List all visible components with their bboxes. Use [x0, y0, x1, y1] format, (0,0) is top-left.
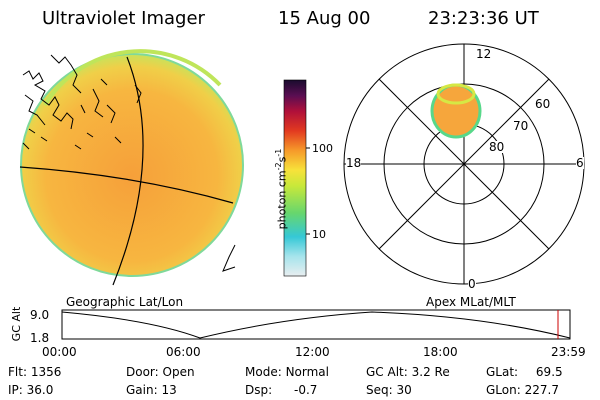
latitude-line [19, 166, 234, 204]
date-label: 15 Aug 00 [278, 8, 371, 29]
status-value: 36.0 [26, 383, 54, 397]
status-gain: Gain: 13 [126, 384, 177, 396]
mlt-label-6: 6 [576, 156, 584, 170]
alt-xtick-0600: 06:00 [166, 345, 201, 359]
status-label: IP: [8, 383, 23, 397]
status-label: GLat: [486, 365, 519, 379]
alt-xtick-2359: 23:59 [551, 345, 586, 359]
status-glon: GLon: 227.7 [486, 384, 559, 396]
status-label: Gain: [126, 383, 158, 397]
alt-ytick-1-8: 1.8 [30, 331, 50, 345]
status-value: 1356 [30, 365, 62, 379]
status-label: GC Alt: [366, 365, 408, 379]
earth-edge-glow [43, 49, 222, 107]
earth-disk [20, 53, 244, 277]
colorbar-label: photon cm-2s-1 [274, 114, 289, 264]
mlt-label-12: 12 [476, 47, 492, 61]
status-ip: IP: 36.0 [8, 384, 53, 396]
alt-ylabel: GC Alt [10, 306, 23, 342]
status-value: 13 [161, 383, 177, 397]
polar-earth-rim [436, 83, 476, 105]
status-label: Door: [126, 365, 159, 379]
coastline-dashes [22, 78, 122, 150]
status-label: Dsp: [245, 383, 273, 397]
alt-xtick-1200: 12:00 [295, 345, 330, 359]
status-mode: Mode: Normal [245, 366, 329, 378]
colorbar-label-exp2: -1 [274, 148, 283, 157]
status-value: -0.7 [293, 383, 318, 397]
status-label: Flt: [8, 365, 27, 379]
mlt-label-0: 0 [468, 277, 476, 291]
alt-xtick-0000: 00:00 [42, 345, 77, 359]
mlt-label-18: 18 [346, 156, 362, 170]
status-glat: GLat: 69.5 [486, 366, 563, 378]
status-value: Open [162, 365, 195, 379]
time-label: 23:23:36 UT [428, 8, 539, 29]
status-gc-alt: GC Alt: 3.2 Re [366, 366, 450, 378]
coastline-outline [22, 54, 236, 272]
colorbar-label-exp1: -2 [274, 162, 283, 171]
alt-ytick-9: 9.0 [30, 308, 50, 322]
polar-plot [343, 43, 585, 285]
colorbar-label-mid: s [275, 156, 289, 163]
status-seq: Seq: 30 [366, 384, 412, 396]
colorbar-label-base: photon cm [275, 170, 289, 230]
imager-title: Ultraviolet Imager [42, 8, 205, 29]
status-value: Normal [285, 365, 329, 379]
colorbar-tick-100: 100 [312, 142, 333, 155]
status-dsp: Dsp: -0.7 [245, 384, 317, 396]
colorbar-tick-10: 10 [312, 228, 326, 241]
polar-panel-label: Apex MLat/MLT [426, 295, 516, 309]
status-value: 30 [396, 383, 412, 397]
status-value: 227.7 [524, 383, 559, 397]
status-label: GLon: [486, 383, 521, 397]
mlat-label-70: 70 [513, 119, 529, 133]
alt-xtick-1800: 18:00 [423, 345, 458, 359]
mlat-label-80: 80 [489, 140, 505, 154]
altitude-plot [61, 309, 571, 340]
status-door: Door: Open [126, 366, 195, 378]
status-value: 69.5 [535, 365, 563, 379]
meridian-line [112, 56, 144, 286]
status-value: 3.2 Re [411, 365, 450, 379]
status-flt: Flt: 1356 [8, 366, 61, 378]
altitude-curve [61, 311, 571, 339]
geo-panel-label: Geographic Lat/Lon [66, 295, 184, 309]
status-label: Mode: [245, 365, 282, 379]
geographic-image [19, 49, 244, 286]
colorbar [283, 79, 310, 277]
status-label: Seq: [366, 383, 393, 397]
mlat-label-60: 60 [535, 97, 551, 111]
